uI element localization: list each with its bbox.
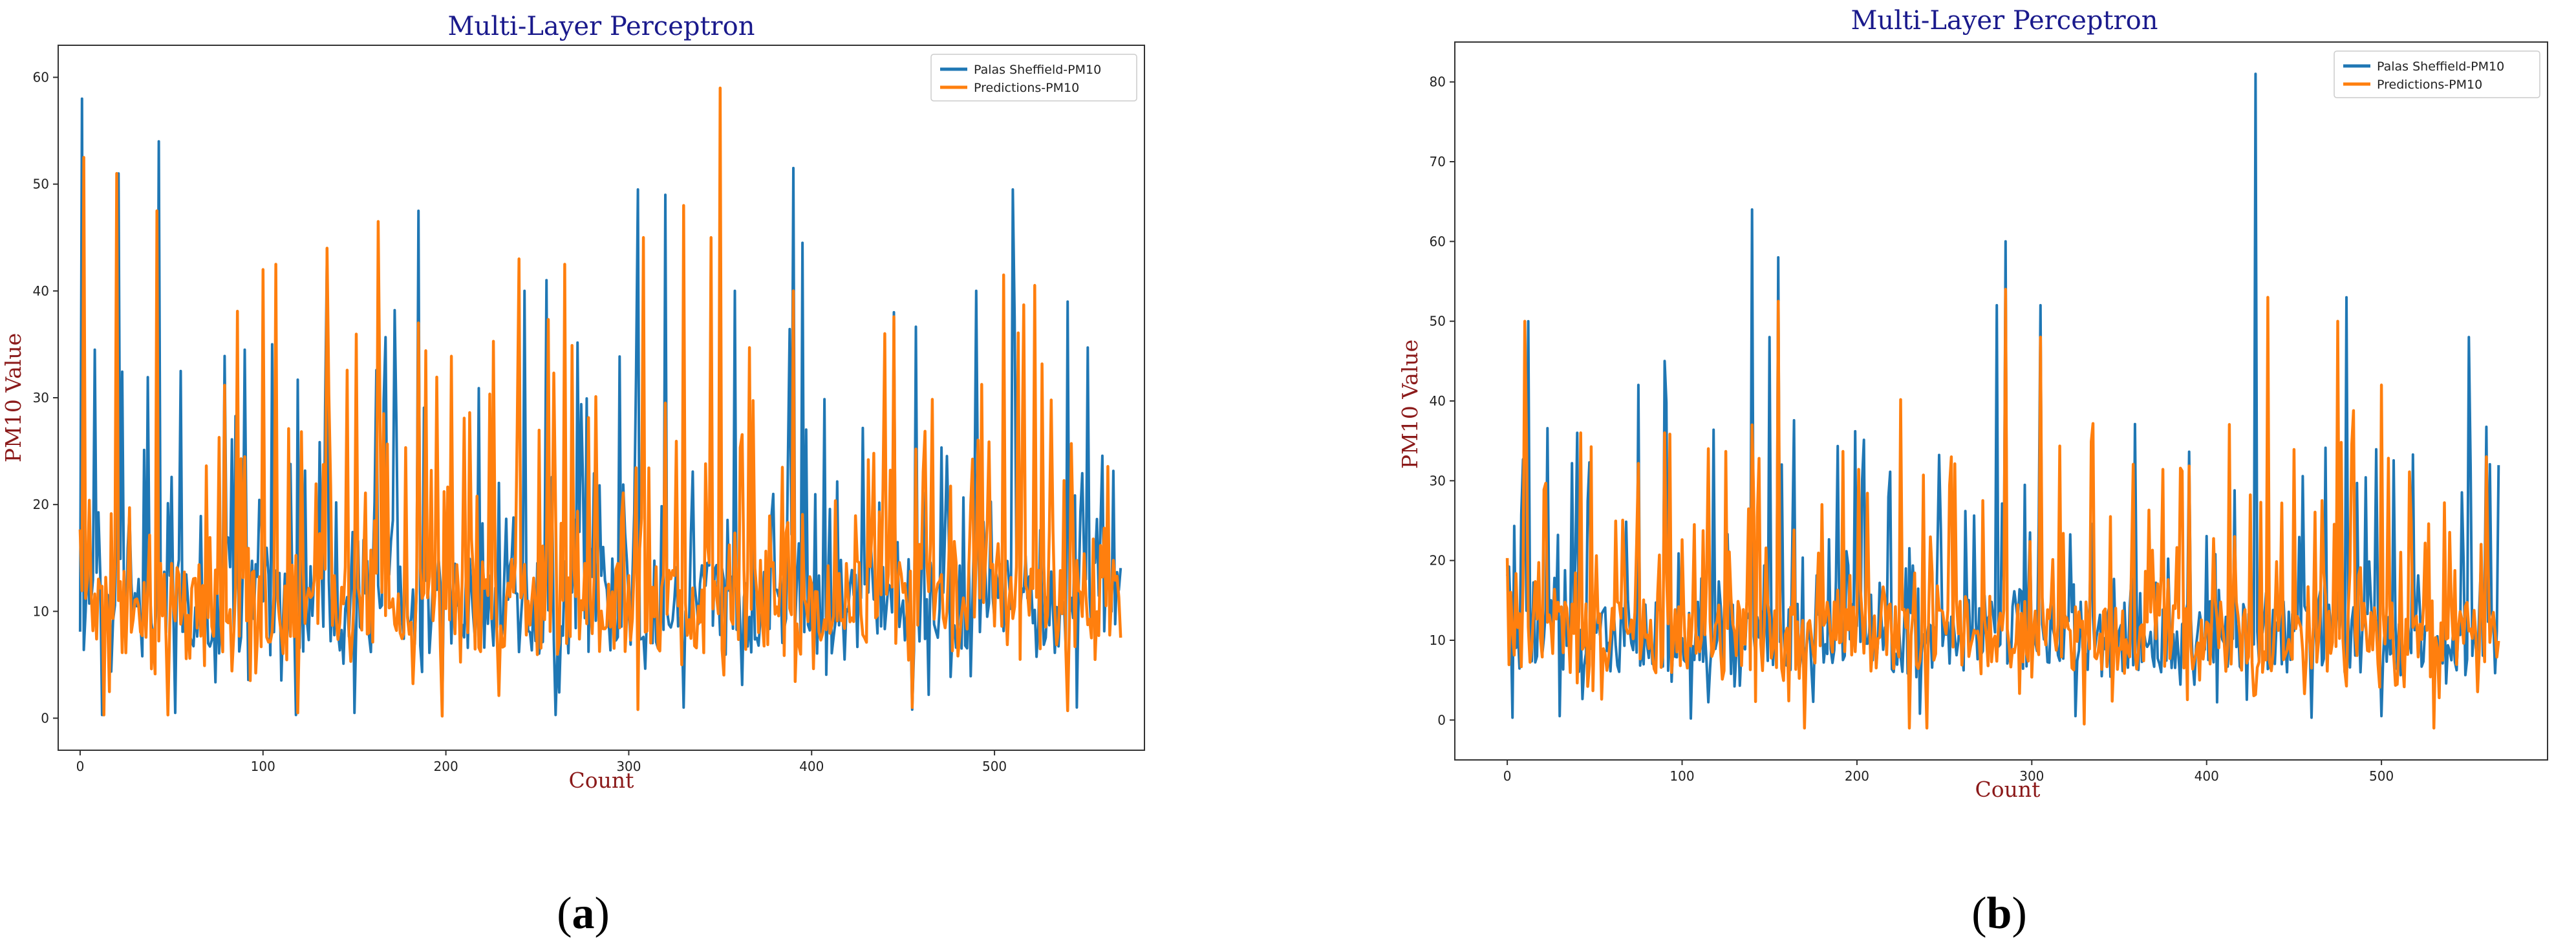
legend-label-a: Palas Sheffield-PM10 — [974, 63, 1101, 77]
chart-title-b: Multi-Layer Perceptron — [1851, 6, 2158, 36]
legend-box-b — [2334, 50, 2540, 98]
y-tick-label-b: 0 — [1437, 712, 1446, 728]
x-tick-label-a: 300 — [616, 759, 641, 774]
y-tick-label-a: 40 — [33, 283, 49, 299]
caption-a: (a) — [557, 889, 610, 938]
x-tick-label-b: 100 — [1669, 768, 1694, 784]
y-tick-label-a: 60 — [33, 70, 49, 85]
x-axis-label-a: Count — [569, 768, 634, 793]
x-tick-label-a: 400 — [799, 759, 824, 774]
caption-b-close: ) — [2012, 889, 2026, 938]
y-tick-label-b: 70 — [1430, 154, 1446, 169]
x-tick-label-b: 200 — [1845, 768, 1869, 784]
x-tick-label-b: 300 — [2019, 768, 2044, 784]
y-axis-label-a: PM10 Value — [1, 333, 26, 462]
series-lines-b — [1505, 72, 2500, 730]
caption-a-letter: a — [572, 889, 595, 938]
panel-a: Multi-Layer Perceptron 0 100 200 300 400 5000… — [1, 12, 1145, 793]
legend-label-b: Predictions-PM10 — [2377, 78, 2482, 92]
y-tick-label-a: 0 — [41, 710, 49, 726]
x-tick-label-a: 0 — [76, 759, 85, 774]
y-tick-label-b: 50 — [1430, 314, 1446, 329]
panel-b: Multi-Layer Perceptron 0 100 200 300 400 5000… — [1397, 6, 2548, 802]
caption-b-letter: b — [1987, 889, 2012, 938]
y-tick-label-b: 60 — [1430, 233, 1446, 249]
caption-a-close: ) — [595, 889, 610, 938]
series-line-predictions-b — [1505, 288, 2500, 730]
legend-label-a: Predictions-PM10 — [974, 81, 1079, 95]
y-tick-label-a: 50 — [33, 177, 49, 192]
y-tick-label-b: 40 — [1430, 393, 1446, 409]
legend-box-a — [930, 54, 1137, 102]
legend-a: Palas Sheffield-PM10 Predictions-PM10 — [930, 54, 1137, 102]
x-tick-label-b: 0 — [1503, 768, 1512, 784]
y-tick-label-b: 30 — [1430, 473, 1446, 488]
y-axis-label-b: PM10 Value — [1397, 340, 1422, 469]
legend-label-b: Palas Sheffield-PM10 — [2377, 60, 2504, 74]
y-tick-label-b: 10 — [1430, 633, 1446, 648]
x-tick-label-a: 200 — [434, 759, 458, 774]
y-tick-label-a: 10 — [33, 603, 49, 619]
y-tick-label-a: 30 — [33, 390, 49, 406]
series-line-predictions-a — [78, 86, 1122, 718]
x-tick-label-b: 400 — [2195, 768, 2219, 784]
caption-b: (b) — [1971, 889, 2027, 938]
axes-ticks-a: 0 100 200 300 400 500 0 10 20 30 40 50 60 — [33, 70, 1007, 774]
series-lines-a — [78, 86, 1122, 718]
caption-a-open: ( — [557, 889, 572, 938]
legend-b: Palas Sheffield-PM10 Predictions-PM10 — [2334, 50, 2540, 98]
caption-b-open: ( — [1971, 889, 1986, 938]
x-axis-label-b: Count — [1975, 777, 2041, 802]
y-tick-label-b: 80 — [1430, 74, 1446, 90]
y-tick-label-b: 20 — [1430, 553, 1446, 568]
chart-title-a: Multi-Layer Perceptron — [447, 12, 755, 41]
y-tick-label-a: 20 — [33, 497, 49, 512]
x-tick-label-a: 100 — [251, 759, 275, 774]
x-tick-label-b: 500 — [2369, 768, 2394, 784]
x-tick-label-a: 500 — [982, 759, 1007, 774]
axes-ticks-b: 0 100 200 300 400 500 0 10 20 30 40 50 60 70 80 — [1430, 74, 2394, 784]
